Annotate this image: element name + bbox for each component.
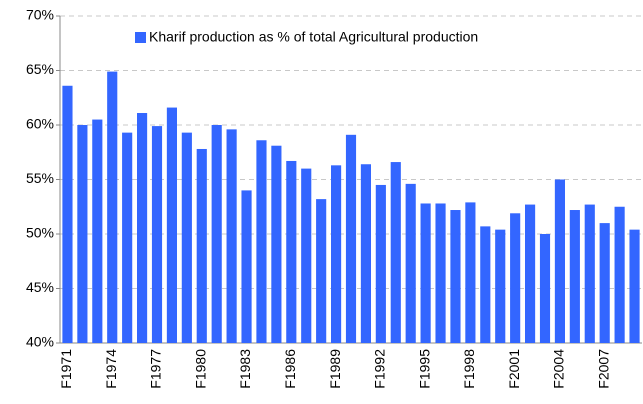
bar — [480, 226, 491, 343]
bar — [569, 210, 580, 343]
bar — [450, 210, 461, 343]
bar — [390, 162, 401, 343]
y-tick-label: 55% — [26, 170, 54, 186]
bar — [92, 119, 103, 343]
bar — [211, 125, 222, 343]
bar — [510, 213, 521, 343]
bar — [271, 145, 282, 343]
y-tick-label: 45% — [26, 279, 54, 295]
x-tick-label: F1992 — [372, 349, 388, 389]
bar — [360, 164, 371, 343]
x-tick-label: F1986 — [282, 349, 298, 389]
bar — [599, 223, 610, 343]
x-tick-label: F1989 — [327, 349, 343, 389]
bar — [614, 206, 625, 343]
x-tick-label: F1983 — [237, 349, 253, 389]
bar — [151, 126, 163, 343]
x-tick-label: F2007 — [595, 349, 611, 389]
bar — [316, 199, 327, 343]
y-tick-label: 50% — [26, 225, 54, 241]
bar — [495, 229, 506, 343]
bar — [629, 229, 640, 343]
bar — [181, 132, 192, 343]
bar — [166, 107, 177, 343]
bar — [554, 179, 565, 343]
legend-swatch — [135, 32, 146, 43]
y-tick-label: 60% — [26, 116, 54, 132]
x-tick-label: F1980 — [192, 349, 208, 389]
bar — [256, 140, 267, 343]
bar — [62, 85, 73, 343]
y-tick-label: 40% — [26, 334, 54, 350]
bar — [137, 113, 148, 343]
bar — [122, 132, 133, 343]
bar — [196, 148, 207, 343]
bar — [465, 202, 476, 343]
bar — [375, 184, 386, 343]
x-tick-label: F1995 — [416, 349, 432, 389]
bar — [77, 125, 88, 343]
legend-label: Kharif production as % of total Agricult… — [149, 29, 478, 45]
x-tick-label: F1977 — [148, 349, 164, 389]
x-tick-label: F1974 — [103, 349, 119, 389]
bar — [286, 160, 297, 343]
bar — [226, 129, 237, 343]
x-tick-label: F2001 — [506, 349, 522, 389]
bar — [420, 203, 431, 343]
bar — [525, 204, 536, 343]
x-tick-label: F1998 — [461, 349, 477, 389]
x-tick-label: F1971 — [58, 349, 74, 389]
x-tick-label: F2004 — [551, 349, 567, 389]
bar — [107, 71, 118, 343]
y-tick-label: 70% — [26, 7, 54, 23]
bar — [405, 183, 416, 343]
bar — [301, 168, 312, 343]
y-tick-label: 65% — [26, 61, 54, 77]
bar — [435, 203, 446, 343]
bar — [345, 134, 357, 343]
bar — [584, 204, 595, 343]
bar — [241, 190, 252, 343]
bar — [539, 234, 551, 343]
bar — [331, 165, 342, 343]
